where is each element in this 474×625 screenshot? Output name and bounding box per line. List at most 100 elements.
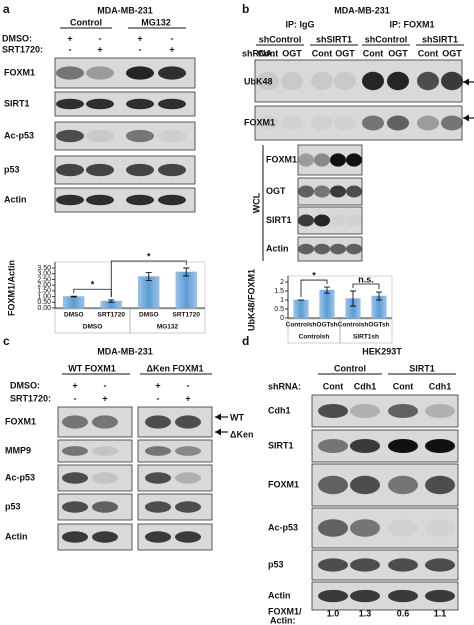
blot-label: p53: [268, 559, 284, 569]
blot: [254, 105, 463, 141]
band: [330, 214, 346, 227]
bar: [175, 271, 197, 309]
blot-label: FOXM1: [4, 67, 35, 77]
band: [388, 438, 418, 454]
x-tick-label: SRT1720: [173, 312, 201, 319]
ratio-label: FOXM1/: [268, 606, 302, 616]
band: [86, 98, 114, 110]
shrna-label: shRNA:: [268, 381, 301, 391]
y-tick-label: 2.50: [37, 276, 51, 283]
cell-line: MDA-MB-231: [334, 5, 390, 15]
band: [298, 185, 314, 198]
y-tick-label: 0.5: [274, 306, 284, 313]
band: [330, 243, 346, 255]
band: [92, 446, 118, 456]
band: [92, 472, 118, 484]
shrna-group: shControl: [365, 34, 408, 44]
band: [56, 163, 84, 177]
group-label: ΔKen FOXM1: [147, 363, 204, 373]
band: [330, 185, 346, 198]
band: [314, 185, 330, 198]
y-axis-label: UbK48/FOXM1: [246, 269, 256, 331]
y-tick-label: 2.00: [37, 282, 51, 289]
band: [350, 403, 380, 419]
y-axis-label: FOXM1/Actin: [6, 260, 16, 316]
band: [346, 214, 362, 227]
band: [318, 475, 348, 495]
band: [257, 71, 279, 91]
band: [311, 115, 333, 131]
treatment-sign: +: [72, 380, 77, 390]
shrna-group: shControl: [259, 34, 302, 44]
significance-bracket: [110, 260, 187, 297]
band: [425, 558, 455, 572]
x-tick-label: DMSO: [139, 312, 159, 319]
group-label: SIRT1: [409, 363, 435, 373]
blot-label: SIRT1: [268, 440, 294, 450]
group-label: MG132: [157, 324, 179, 331]
blot-label: Cdh1: [268, 405, 291, 415]
cell-line: MDA-MB-231: [97, 346, 153, 356]
band: [62, 446, 88, 456]
band: [56, 98, 84, 110]
shrna-group: shSIRT1: [316, 34, 352, 44]
band: [126, 194, 154, 206]
lane-label: Cont: [363, 48, 384, 58]
band: [298, 153, 314, 167]
band: [388, 558, 418, 572]
band: [126, 98, 154, 110]
band: [158, 129, 186, 143]
ratio-value: 1.1: [434, 608, 447, 618]
cell-line: MDA-MB-231: [97, 5, 153, 15]
y-tick-label: 2: [280, 279, 284, 286]
arrow-label: ΔKen: [230, 429, 253, 439]
treatment-label: DMSO:: [2, 33, 32, 43]
treatment-sign: -: [104, 380, 107, 390]
treatment-sign: -: [157, 393, 160, 403]
panel-letter: a: [3, 2, 10, 16]
significance-bracket: [300, 279, 328, 297]
blot-label: Ac-p53: [5, 472, 35, 482]
treatment-sign: +: [67, 33, 72, 43]
group-label: DMSO: [83, 324, 103, 331]
band: [145, 415, 171, 429]
band: [281, 71, 303, 91]
group-label: Control: [70, 17, 102, 27]
band: [92, 501, 118, 513]
band: [388, 519, 418, 537]
band: [158, 163, 186, 177]
treatment-sign: +: [185, 393, 190, 403]
arrow-head: [463, 114, 469, 122]
band: [158, 194, 186, 206]
lane-label: Cdh1: [354, 381, 377, 391]
band: [441, 115, 463, 131]
band: [86, 129, 114, 143]
band: [158, 66, 186, 80]
wcl-label: WCL: [251, 192, 261, 213]
shrna-label: shRNA:: [242, 48, 275, 58]
y-tick-label: 3.50: [37, 265, 51, 272]
cell-line: HEK293T: [362, 346, 402, 356]
blot-label: FOXM1: [266, 154, 297, 164]
group-label: Control: [334, 363, 366, 373]
y-tick-label: 0: [280, 315, 284, 322]
treatment-sign: +: [155, 380, 160, 390]
y-tick-label: 0.50: [37, 299, 51, 306]
error-bar: [70, 295, 77, 298]
band: [126, 66, 154, 80]
significance-label: *: [91, 280, 95, 290]
band: [175, 446, 201, 456]
ratio-value: 1.3: [359, 608, 372, 618]
significance-label: n.s.: [358, 274, 374, 284]
band: [417, 115, 439, 131]
blot-label: UbK48: [244, 76, 273, 86]
band: [158, 98, 186, 110]
band: [441, 71, 463, 91]
blot-label: OGT: [266, 186, 286, 196]
arrow-head: [463, 78, 469, 86]
error-bar: [324, 286, 330, 294]
band: [350, 558, 380, 572]
band: [62, 501, 88, 513]
band: [56, 66, 84, 80]
